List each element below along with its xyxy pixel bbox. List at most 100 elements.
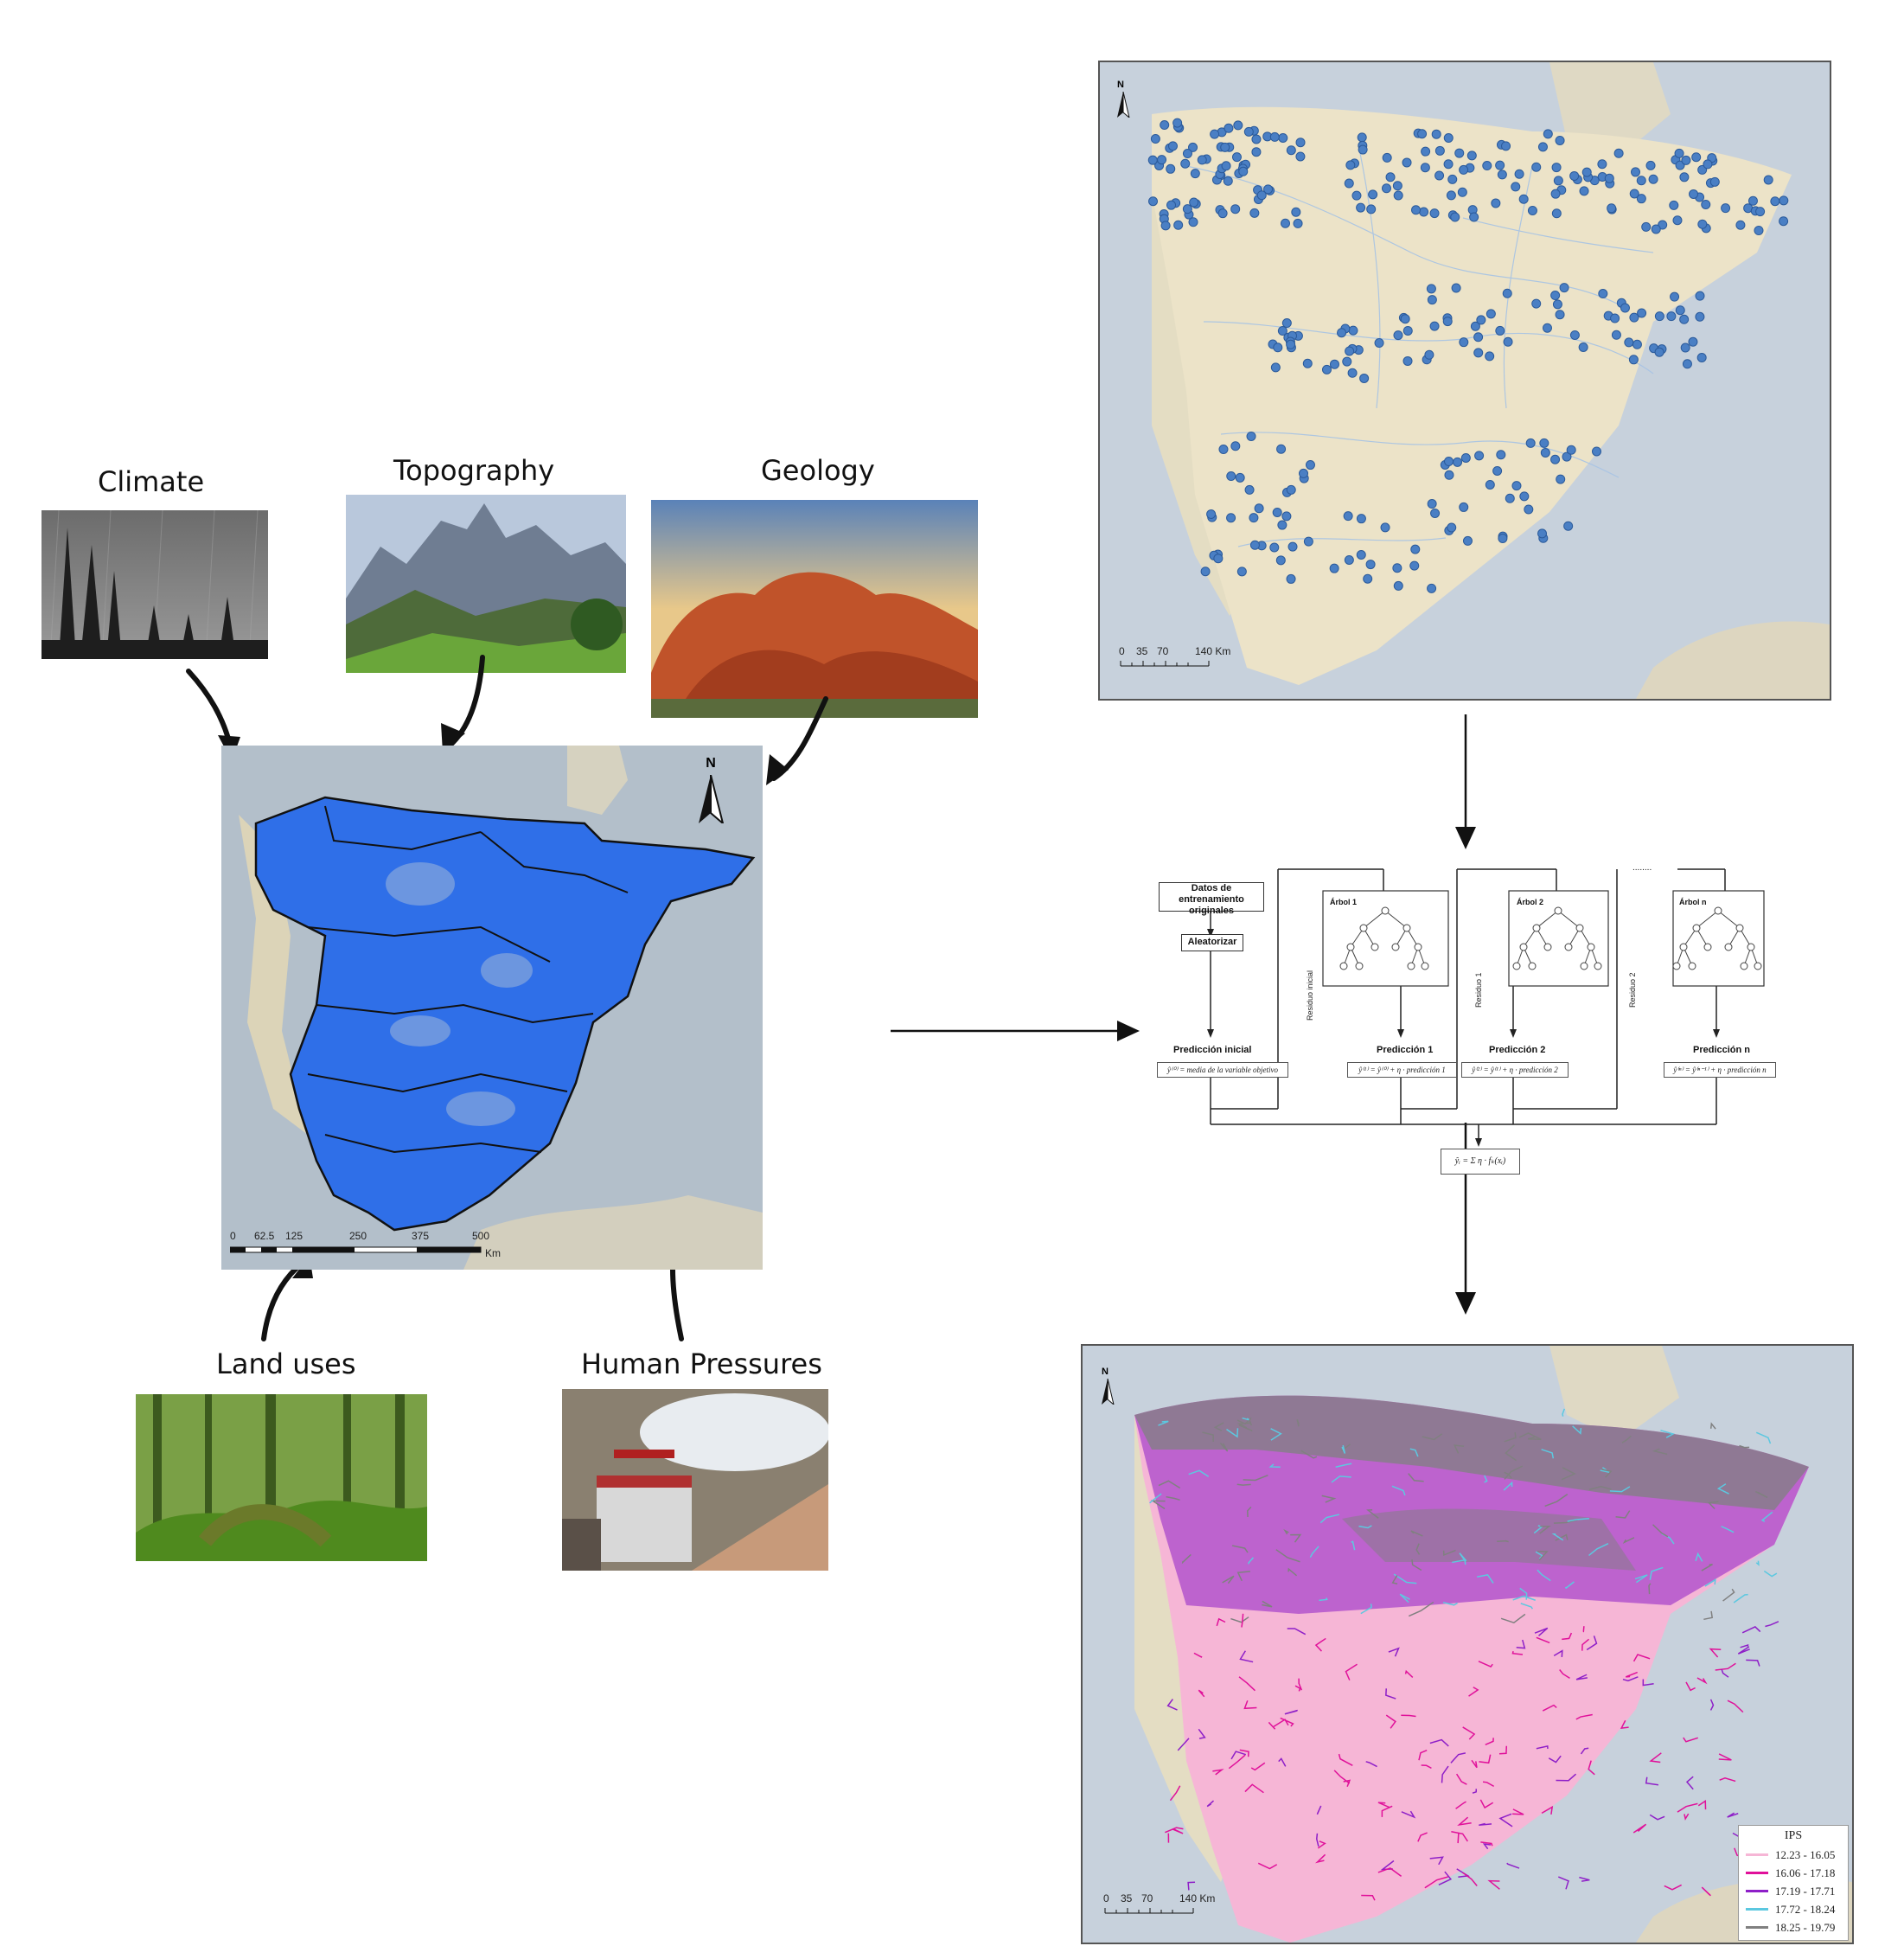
- ips-river-segment: [1296, 1418, 1300, 1427]
- sampling-site-point: [1166, 163, 1176, 174]
- sampling-site-point: [1474, 451, 1485, 461]
- legend-swatch: [1746, 1908, 1768, 1911]
- sampling-site-point: [1286, 573, 1296, 584]
- sampling-site-point: [1654, 347, 1664, 357]
- ips-river-segment: [1399, 1593, 1410, 1604]
- sampling-site-point: [1277, 326, 1287, 336]
- tree-node: [1554, 906, 1562, 915]
- ips-river-segment: [1408, 1601, 1434, 1617]
- sampling-site-point: [1337, 328, 1347, 338]
- ips-river-segment: [1709, 1422, 1716, 1430]
- sampling-site-point: [1343, 511, 1353, 522]
- sampling-site-point: [1351, 190, 1362, 201]
- ips-river-segment: [1534, 1627, 1549, 1636]
- ips-river-segment: [1709, 1648, 1722, 1658]
- ips-river-segment: [1365, 1761, 1377, 1768]
- sampling-site-point: [1344, 554, 1354, 565]
- sampling-site-point: [1226, 513, 1236, 523]
- ips-river-segment: [1487, 1879, 1500, 1890]
- sampling-site-point: [1286, 339, 1296, 349]
- sampling-site-point: [1303, 536, 1313, 547]
- sampling-site-point: [1442, 317, 1453, 327]
- sampling-site-point: [1380, 522, 1390, 533]
- sampling-site-point: [1682, 359, 1692, 369]
- sampling-site-point: [1197, 155, 1207, 165]
- ips-river-segment: [1683, 1737, 1698, 1743]
- ips-river-segment: [1377, 1802, 1390, 1808]
- sampling-site-point: [1550, 454, 1561, 464]
- sampling-site-point: [1641, 221, 1652, 232]
- sampling-site-point: [1473, 348, 1484, 358]
- ips-river-segment: [1216, 1617, 1226, 1627]
- sampling-site-point: [1637, 308, 1647, 318]
- north-arrow-icon: [699, 775, 725, 823]
- ips-river-segment: [1741, 1626, 1761, 1634]
- sampling-site-point: [1578, 342, 1588, 353]
- sampling-site-point: [1645, 160, 1656, 170]
- ips-river-segment: [1268, 1463, 1281, 1468]
- sampling-site-point: [1569, 330, 1580, 340]
- ips-river-segment: [1453, 1444, 1465, 1454]
- land-uses-label: Land uses: [216, 1347, 356, 1380]
- sampling-site-point: [1182, 204, 1192, 214]
- tree1-label: Árbol 1: [1330, 898, 1358, 906]
- residual2-label: Residuo 2: [1628, 972, 1637, 1008]
- sampling-site-point: [1579, 186, 1589, 196]
- sampling-site-point: [1402, 325, 1413, 336]
- ips-river-segment: [1165, 1827, 1184, 1834]
- ips-river-segment: [1504, 1465, 1524, 1480]
- ips-river-segment: [1709, 1699, 1715, 1711]
- ips-river-segment: [1539, 1525, 1551, 1534]
- sampling-site-point: [1254, 503, 1264, 514]
- ips-river-segment: [1497, 1540, 1509, 1543]
- sampling-site-point: [1356, 202, 1366, 213]
- sampling-site-point: [1624, 337, 1634, 348]
- legend-swatch: [1746, 1872, 1768, 1874]
- ips-river-segment: [1421, 1764, 1432, 1770]
- sampling-site-point: [1469, 212, 1479, 222]
- ips-river-segment: [1555, 1533, 1569, 1541]
- ips-river-segment: [1294, 1685, 1301, 1692]
- ips-river-segment: [1257, 1862, 1278, 1870]
- tree-node: [1703, 943, 1712, 951]
- ips-river-segment: [1319, 1597, 1328, 1602]
- sampling-site-point: [1476, 315, 1486, 325]
- sampling-site-point: [1277, 520, 1287, 530]
- ips-river-segment: [1270, 1428, 1282, 1441]
- ips-river-segment: [1561, 1467, 1576, 1481]
- ips-river-segment: [1625, 1671, 1638, 1678]
- tree-node: [1735, 924, 1744, 932]
- ips-river-segment: [1275, 1549, 1300, 1563]
- sampling-site-point: [1305, 460, 1315, 470]
- sites-scale-bar: 0 35 70 140 Km: [1119, 645, 1231, 667]
- sampling-site-point: [1402, 355, 1413, 366]
- sampling-site-point: [1551, 208, 1562, 219]
- ips-legend: IPS 12.23 - 16.05 16.06 - 17.18 17.19 - …: [1738, 1825, 1849, 1941]
- study-scale-bar: 0 62.5 125 250 375 500 Km: [230, 1230, 501, 1259]
- ips-river-segment: [1765, 1621, 1779, 1628]
- ips-river-segment: [1649, 1814, 1665, 1821]
- sampling-site-point: [1542, 323, 1552, 333]
- sampling-site-point: [1569, 170, 1580, 181]
- legend-swatch: [1746, 1926, 1768, 1929]
- tree-node: [1421, 962, 1429, 970]
- sampling-site-point: [1220, 142, 1230, 152]
- ips-river-segment: [1541, 1805, 1554, 1815]
- sampling-site-point: [1511, 481, 1522, 491]
- sampling-site-point: [1221, 161, 1231, 171]
- ips-river-segment: [1677, 1802, 1698, 1813]
- ips-river-segment: [1684, 1813, 1690, 1821]
- sampling-site-point: [1409, 560, 1420, 571]
- sampling-site-point: [1648, 174, 1658, 184]
- sampling-site-point: [1269, 131, 1280, 142]
- tree-edge: [1363, 910, 1386, 929]
- ips-river-segment: [1202, 1431, 1214, 1442]
- sampling-site-point: [1443, 133, 1454, 144]
- ips-river-segment: [1404, 1669, 1414, 1678]
- sampling-site-point: [1559, 283, 1569, 293]
- ips-river-segment: [1733, 1593, 1748, 1604]
- ips-river-segment: [1411, 1559, 1422, 1572]
- sampling-site-point: [1697, 164, 1708, 175]
- ips-river-segment: [1222, 1575, 1235, 1584]
- sampling-site-point: [1502, 288, 1512, 298]
